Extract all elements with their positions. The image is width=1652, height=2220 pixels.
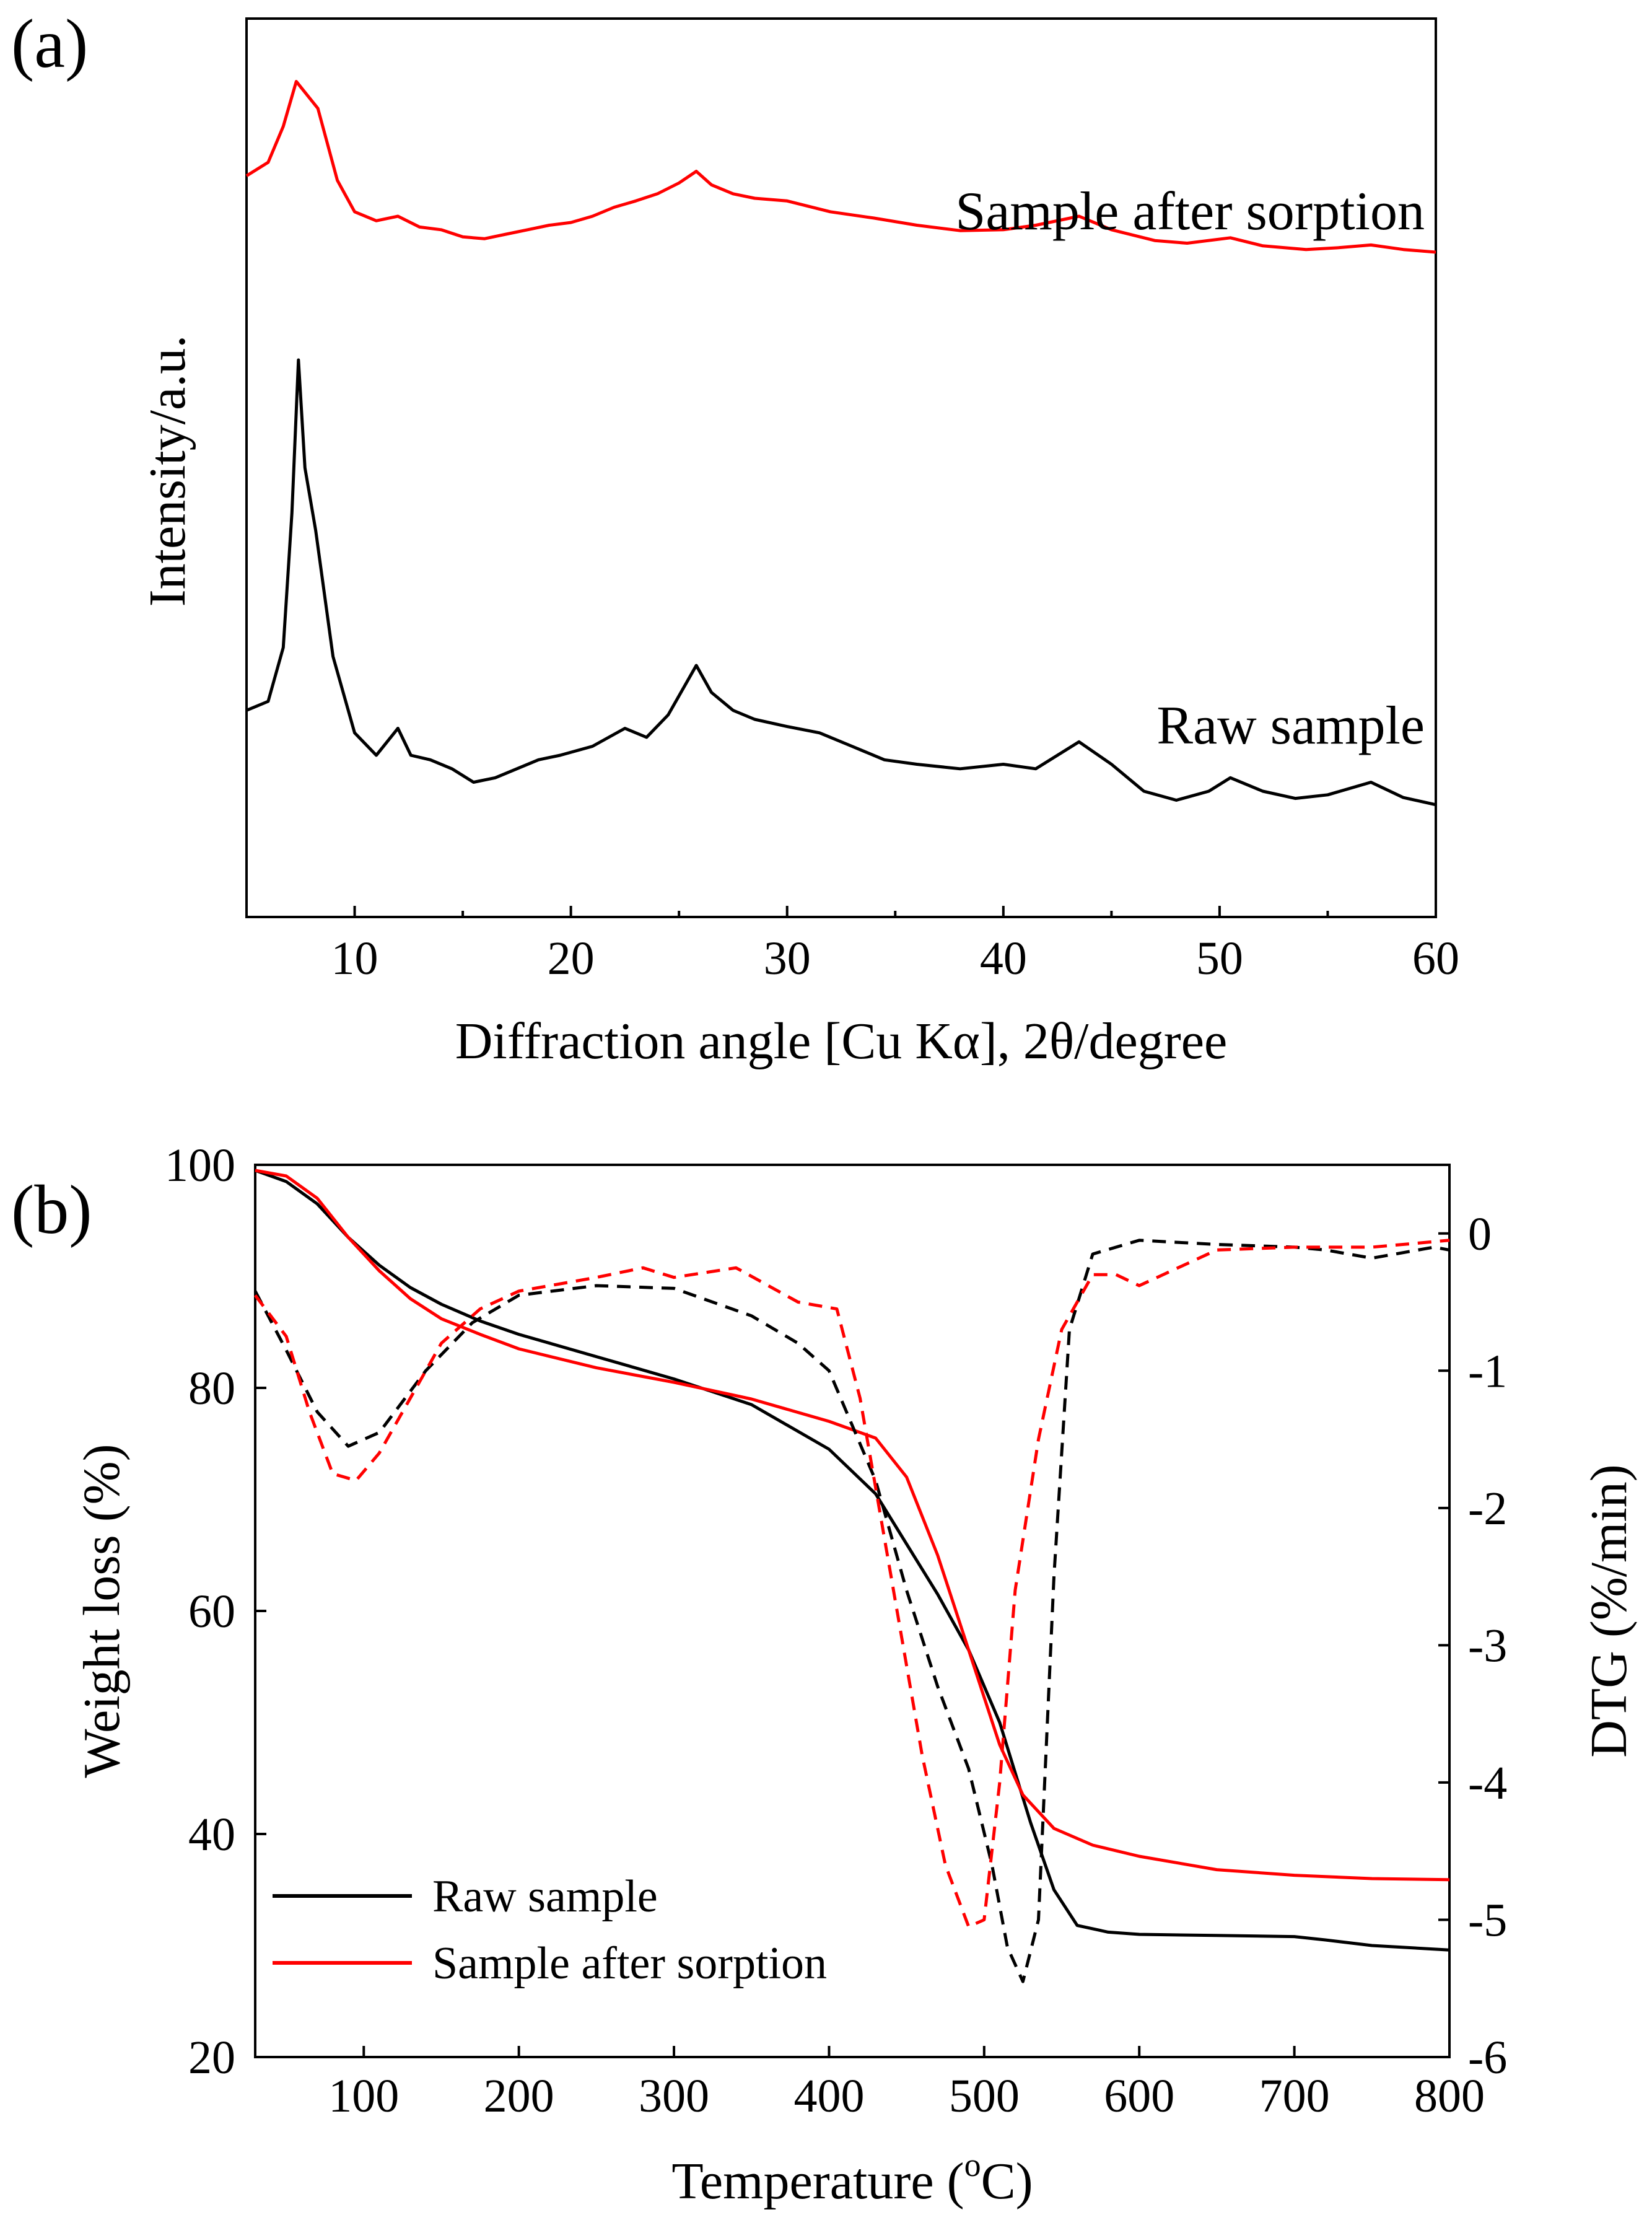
b-y2-tick-label--6: -6 <box>1468 2032 1507 2084</box>
panel-b-legend: Raw sample Sample after sorption <box>273 1871 827 1989</box>
series-line-raw-sample <box>255 1169 1450 1952</box>
b-x-tick-label-500: 500 <box>949 2070 1020 2122</box>
x-tick-label-50: 50 <box>1196 932 1243 985</box>
b-y2-tick-label--3: -3 <box>1468 1620 1507 1672</box>
b-y2-tick-label--1: -1 <box>1468 1345 1507 1397</box>
b-y-tick-label-80: 80 <box>188 1362 235 1415</box>
x-tick-label-40: 40 <box>980 932 1027 985</box>
panel-b-y2-axis-label: DTG (%/min) <box>1580 1464 1638 1758</box>
panel-b-plot-frame <box>254 1164 1451 2058</box>
panel-b-label: (b) <box>11 1172 92 1248</box>
series-line-sample-after-sorption <box>245 80 1436 254</box>
b-x-tick-label-200: 200 <box>484 2070 554 2122</box>
x-label-prefix: Temperature ( <box>671 2152 964 2210</box>
legend-label-sample-after-sorption: Sample after sorption <box>432 1938 827 1989</box>
series-line-raw-sample <box>246 358 1436 807</box>
annotation-sample-after-sorption: Sample after sorption <box>955 182 1425 242</box>
series-line-raw-sample-dtg <box>253 1239 1450 1983</box>
b-y2-tick-label--4: -4 <box>1468 1757 1507 1809</box>
b-x-tick-label-400: 400 <box>793 2070 864 2122</box>
x-label-suffix: C) <box>981 2152 1033 2210</box>
panel-a-x-axis-ticks <box>245 906 1437 917</box>
b-y-tick-label-40: 40 <box>188 1809 235 1861</box>
b-y-tick-label-60: 60 <box>188 1586 235 1638</box>
panel-b-axis-tick-labels: 100 200 300 400 500 600 700 800 20 40 60 80 100 0 -1 -2… <box>165 1139 1507 2122</box>
b-y2-tick-label-0: 0 <box>1468 1208 1492 1260</box>
panel-b-axis-ticks <box>255 1164 1451 2058</box>
x-tick-label-30: 30 <box>764 932 811 985</box>
panel-a-label: (a) <box>11 6 88 82</box>
panel-b-tga-chart: (b) 100 200 300 400 500 600 700 800 20 40 60 80 100 0… <box>11 1139 1638 2210</box>
b-x-tick-label-100: 100 <box>328 2070 399 2122</box>
panel-b-x-axis-label: Temperature (oC) <box>671 2146 1033 2210</box>
panel-a-x-axis-tick-labels: 10 20 30 40 50 60 <box>331 932 1459 985</box>
panel-a-series <box>245 80 1436 807</box>
legend-label-raw-sample: Raw sample <box>432 1871 658 1922</box>
panel-a-x-axis-label: Diffraction angle [Cu Kα], 2θ/degree <box>455 1012 1228 1070</box>
x-tick-label-10: 10 <box>331 932 378 985</box>
x-tick-label-60: 60 <box>1412 932 1459 985</box>
b-y-tick-label-20: 20 <box>188 2032 235 2084</box>
b-x-tick-label-700: 700 <box>1259 2070 1330 2122</box>
annotation-raw-sample: Raw sample <box>1156 696 1425 756</box>
b-x-tick-label-600: 600 <box>1104 2070 1174 2122</box>
b-x-tick-label-800: 800 <box>1414 2070 1485 2122</box>
b-y2-tick-label--2: -2 <box>1468 1483 1507 1535</box>
panel-a-y-axis-label: Intensity/a.u. <box>139 335 196 607</box>
panel-a-xrd-chart: (a) 10 20 30 40 50 60 Diffraction angle [Cu K… <box>11 6 1459 1070</box>
panel-b-y-axis-label: Weight loss (%) <box>73 1444 131 1778</box>
x-tick-label-20: 20 <box>548 932 595 985</box>
b-y2-tick-label--5: -5 <box>1468 1894 1507 1946</box>
series-line-sample-after-sorption <box>255 1169 1450 1882</box>
b-y-tick-label-100: 100 <box>165 1139 235 1191</box>
series-line-sample-after-sorption-dtg <box>254 1239 1450 1928</box>
b-x-tick-label-300: 300 <box>639 2070 709 2122</box>
x-label-degree: o <box>964 2146 981 2183</box>
panel-b-series <box>253 1169 1450 1983</box>
panel-a-plot-frame <box>245 17 1437 918</box>
